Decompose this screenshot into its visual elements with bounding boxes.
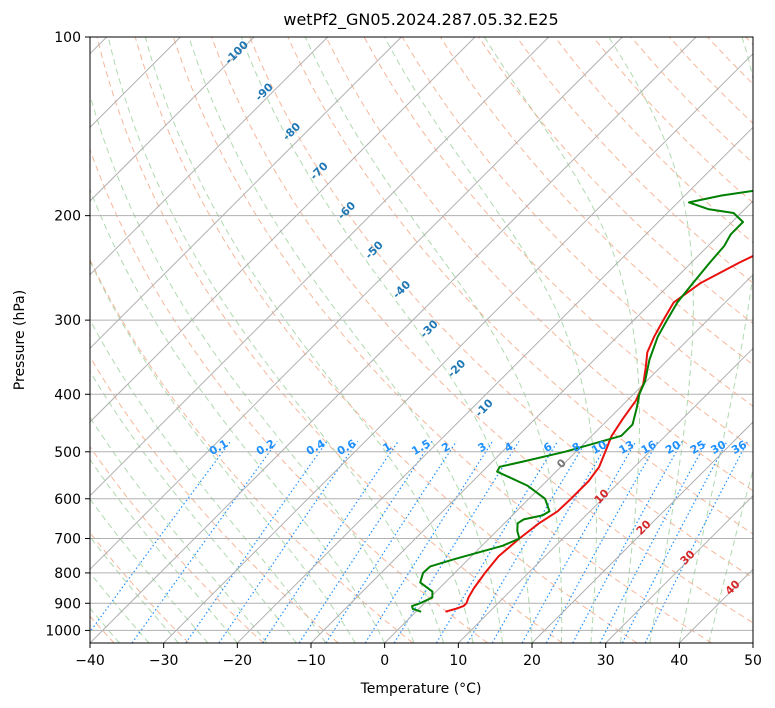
dry-adiabat: [90, 445, 264, 643]
x-tick-label: 30: [597, 653, 615, 669]
isotherm-line: [90, 37, 329, 276]
y-tick-label: 800: [54, 566, 81, 582]
moist-adiabat: [304, 37, 563, 643]
x-tick-label: 0: [380, 653, 389, 669]
mixing-ratio-line: [325, 440, 458, 643]
isotherm-line: [90, 37, 623, 571]
isotherm-line: [163, 52, 753, 643]
dry-adiabat: [134, 37, 638, 643]
y-tick-label: 600: [54, 492, 81, 508]
moist-adiabat: [678, 37, 753, 643]
isotherm-line: [90, 37, 476, 423]
isotherm-line: [310, 200, 753, 643]
x-tick-label: −40: [75, 653, 105, 669]
moist-adiabat: [144, 37, 474, 643]
y-axis: 100 200 300 400 500 600 700 800 900 1000: [45, 30, 90, 639]
x-tick-label: −20: [223, 653, 253, 669]
mixing-ratio-line: [90, 440, 232, 633]
isobars: [90, 37, 753, 631]
y-tick-label: 700: [54, 532, 81, 548]
moist-adiabat: [483, 37, 640, 643]
moist-adiabat: [188, 37, 503, 643]
isotherm-line: [90, 37, 255, 202]
x-tick-label: −10: [296, 653, 326, 669]
y-tick-label: 400: [54, 387, 81, 403]
moist-adiabat: [90, 188, 386, 643]
isotherm-line: [531, 421, 753, 643]
mixing-ratio-line: [491, 440, 610, 643]
moist-adiabat: [90, 535, 179, 643]
dry-adiabat: [90, 355, 339, 643]
moist-adiabat: [90, 370, 297, 643]
dry-adiabat: [249, 37, 753, 579]
isotherm-line: [384, 273, 753, 643]
chart-title: wetPf2_GN05.2024.287.05.32.E25: [283, 10, 558, 30]
x-tick-label: 40: [670, 653, 688, 669]
dry-adiabat: [172, 37, 712, 643]
moist-adiabat: [384, 37, 597, 643]
temperature-profile: [445, 254, 753, 613]
profiles: [411, 189, 753, 613]
dry-adiabats: [90, 37, 753, 643]
mixing-ratio-line: [572, 441, 683, 643]
mixing-ratio-line: [521, 440, 637, 643]
moist-adiabat: [240, 37, 533, 643]
moist-adiabat: [90, 458, 238, 643]
mixing-ratio-line: [545, 440, 659, 643]
x-tick-label: −30: [149, 653, 179, 669]
mixing-ratio-line: [185, 440, 328, 643]
mixing-ratio-line: [466, 440, 587, 643]
y-tick-label: 500: [54, 445, 81, 461]
moist-adiabat: [90, 319, 327, 643]
dry-adiabat: [516, 37, 753, 284]
mixing-ratio-line: [262, 440, 399, 643]
moist-adiabat: [90, 259, 356, 643]
mixing-ratio-line: [364, 440, 494, 643]
x-axis: −40 −30 −20 −10 0 10 20 30 40 50: [75, 643, 762, 669]
dry-adiabat: [211, 37, 753, 624]
mixing-ratio-line: [298, 440, 433, 643]
isotherm-line: [236, 126, 753, 643]
y-axis-label: Pressure (hPa): [12, 290, 28, 390]
moist-adiabat: [107, 37, 445, 643]
moist-adiabat: [90, 498, 209, 643]
dry-adiabat: [96, 37, 563, 643]
y-tick-label: 200: [54, 209, 81, 225]
x-tick-label: 10: [449, 653, 467, 669]
isotherm-line: [90, 37, 697, 643]
isotherm-line: [90, 37, 550, 497]
dry-adiabat: [287, 37, 753, 535]
dry-adiabat: [90, 258, 414, 643]
moist-adiabat: [90, 416, 268, 643]
isotherms: [90, 37, 753, 643]
y-tick-label: 100: [54, 30, 81, 46]
y-tick-label: 900: [54, 596, 81, 612]
y-tick-label: 1000: [45, 623, 81, 639]
y-tick-label: 300: [54, 313, 81, 329]
mixing-ratio-line: [131, 440, 278, 643]
isotherm-line: [457, 347, 753, 643]
dewpoint-profile: [411, 189, 753, 613]
x-tick-label: 50: [744, 653, 762, 669]
plot-frame: [89, 36, 754, 644]
isotherm-line: [90, 37, 402, 350]
x-axis-label: Temperature (°C): [360, 681, 482, 697]
mixing-ratio-line: [218, 440, 359, 643]
dry-adiabat: [325, 37, 753, 492]
x-tick-label: 20: [523, 653, 541, 669]
isotherm-line: [605, 494, 753, 643]
